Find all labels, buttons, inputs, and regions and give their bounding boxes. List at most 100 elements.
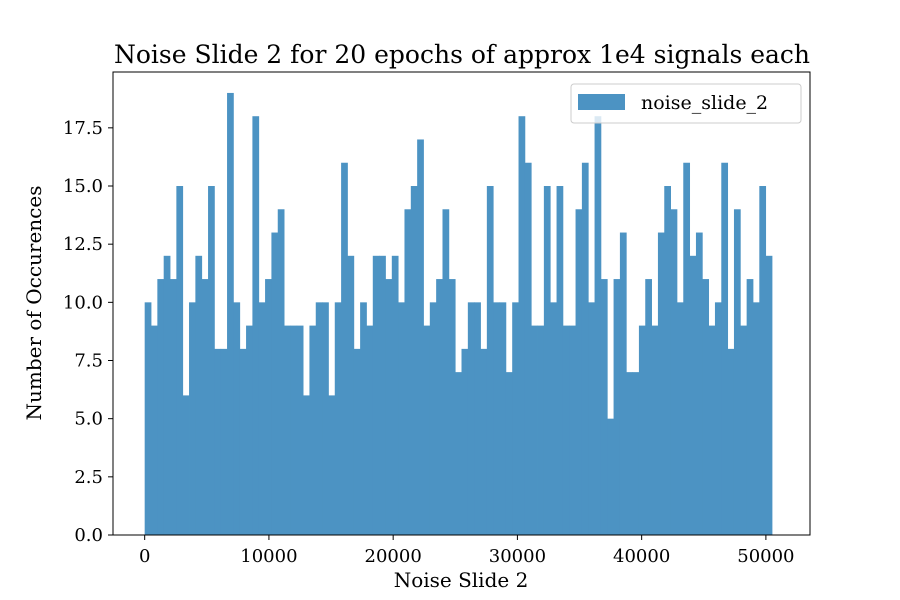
y-tick-label: 2.5 xyxy=(74,467,103,488)
histogram-bar xyxy=(385,279,393,535)
histogram-bars xyxy=(144,92,773,536)
histogram-bar xyxy=(746,279,754,535)
histogram-bar xyxy=(372,255,380,536)
histogram-bar xyxy=(670,209,678,535)
histogram-bar xyxy=(740,325,748,535)
histogram-bar xyxy=(480,348,488,535)
histogram-bar xyxy=(410,186,418,535)
histogram-bar xyxy=(347,255,355,536)
histogram-bar xyxy=(208,186,215,535)
histogram-bar xyxy=(765,255,773,536)
histogram-bar xyxy=(638,325,646,535)
histogram-bar xyxy=(467,302,475,535)
histogram-bar xyxy=(303,395,310,535)
y-tick-label: 15.0 xyxy=(63,176,103,197)
histogram-bar xyxy=(366,325,374,535)
histogram-bar xyxy=(379,255,386,536)
histogram-bar xyxy=(689,255,697,536)
histogram-bar xyxy=(163,255,171,536)
histogram-bar xyxy=(702,279,710,535)
histogram-bar xyxy=(227,92,234,535)
histogram-bar xyxy=(239,348,247,535)
histogram-bar xyxy=(265,279,272,535)
histogram-bar xyxy=(214,348,222,535)
histogram-bar xyxy=(404,209,412,535)
histogram-bar xyxy=(195,255,203,536)
histogram-bar xyxy=(575,209,583,535)
histogram-bar xyxy=(151,325,158,535)
y-tick-label: 17.5 xyxy=(63,118,103,139)
histogram-bar xyxy=(258,302,266,535)
histogram-bar xyxy=(645,279,652,535)
histogram-bar xyxy=(315,302,323,535)
chart-title: Noise Slide 2 for 20 epochs of approx 1e… xyxy=(114,40,810,69)
histogram-bar xyxy=(626,372,633,535)
histogram-bar xyxy=(220,348,228,535)
histogram-bar xyxy=(429,302,437,535)
histogram-bar xyxy=(556,186,564,535)
histogram-bar xyxy=(632,372,640,535)
histogram-bar xyxy=(271,232,279,536)
x-tick-label: 10000 xyxy=(240,546,297,567)
histogram-bar xyxy=(353,348,361,535)
histogram-bar xyxy=(588,302,595,535)
histogram-bar xyxy=(714,302,722,535)
histogram-bar xyxy=(683,162,691,536)
histogram-bar xyxy=(486,186,494,535)
x-tick-label: 0 xyxy=(139,546,150,567)
histogram-bar xyxy=(461,348,469,535)
histogram-bar xyxy=(474,302,481,535)
y-axis-label: Number of Occurences xyxy=(22,186,46,421)
histogram-bar xyxy=(341,162,348,536)
histogram-bar xyxy=(594,116,602,536)
histogram-bar xyxy=(619,232,627,536)
histogram-bar xyxy=(201,279,209,535)
histogram-bar xyxy=(721,162,729,536)
histogram-bar xyxy=(417,139,424,535)
histogram-bar xyxy=(676,302,684,535)
histogram-bar xyxy=(607,418,614,535)
legend-swatch xyxy=(578,94,625,110)
histogram-bar xyxy=(518,116,526,536)
histogram-bar xyxy=(284,325,291,535)
histogram-bar xyxy=(442,209,450,535)
histogram-bar xyxy=(524,162,532,536)
histogram-bar xyxy=(727,348,735,535)
y-tick-label: 0.0 xyxy=(74,525,103,546)
histogram-bar xyxy=(448,279,456,535)
histogram-bar xyxy=(657,232,665,536)
histogram-bar xyxy=(569,325,576,535)
histogram-bar xyxy=(493,302,500,535)
histogram-bar xyxy=(233,302,241,535)
histogram-bar xyxy=(328,395,336,535)
histogram-bar xyxy=(322,302,329,535)
x-tick-label: 20000 xyxy=(365,546,422,567)
histogram-bar xyxy=(170,279,177,535)
histogram-bar xyxy=(550,302,557,535)
y-tick-label: 10.0 xyxy=(63,292,103,313)
histogram-bar xyxy=(277,209,285,535)
histogram-bar xyxy=(360,302,367,535)
histogram-bar xyxy=(531,325,538,535)
histogram-bar xyxy=(600,279,608,535)
histogram-bar xyxy=(733,209,741,535)
histogram-bar xyxy=(651,325,659,535)
histogram-bar xyxy=(581,162,589,536)
histogram-bar xyxy=(391,255,399,536)
histogram-bar xyxy=(246,325,253,535)
histogram-bar xyxy=(398,302,405,535)
histogram-bar xyxy=(296,325,304,535)
histogram-bar xyxy=(455,372,462,535)
histogram-bar xyxy=(157,279,165,535)
histogram-bar xyxy=(759,186,767,535)
histogram-bar xyxy=(512,302,519,535)
legend-label: noise_slide_2 xyxy=(641,92,768,114)
histogram-bar xyxy=(752,302,760,535)
histogram-bar xyxy=(695,232,703,536)
x-tick-label: 30000 xyxy=(489,546,546,567)
x-axis-label: Noise Slide 2 xyxy=(394,568,529,592)
histogram-bar xyxy=(562,325,570,535)
y-tick-label: 5.0 xyxy=(74,409,103,430)
x-tick-label: 40000 xyxy=(613,546,670,567)
